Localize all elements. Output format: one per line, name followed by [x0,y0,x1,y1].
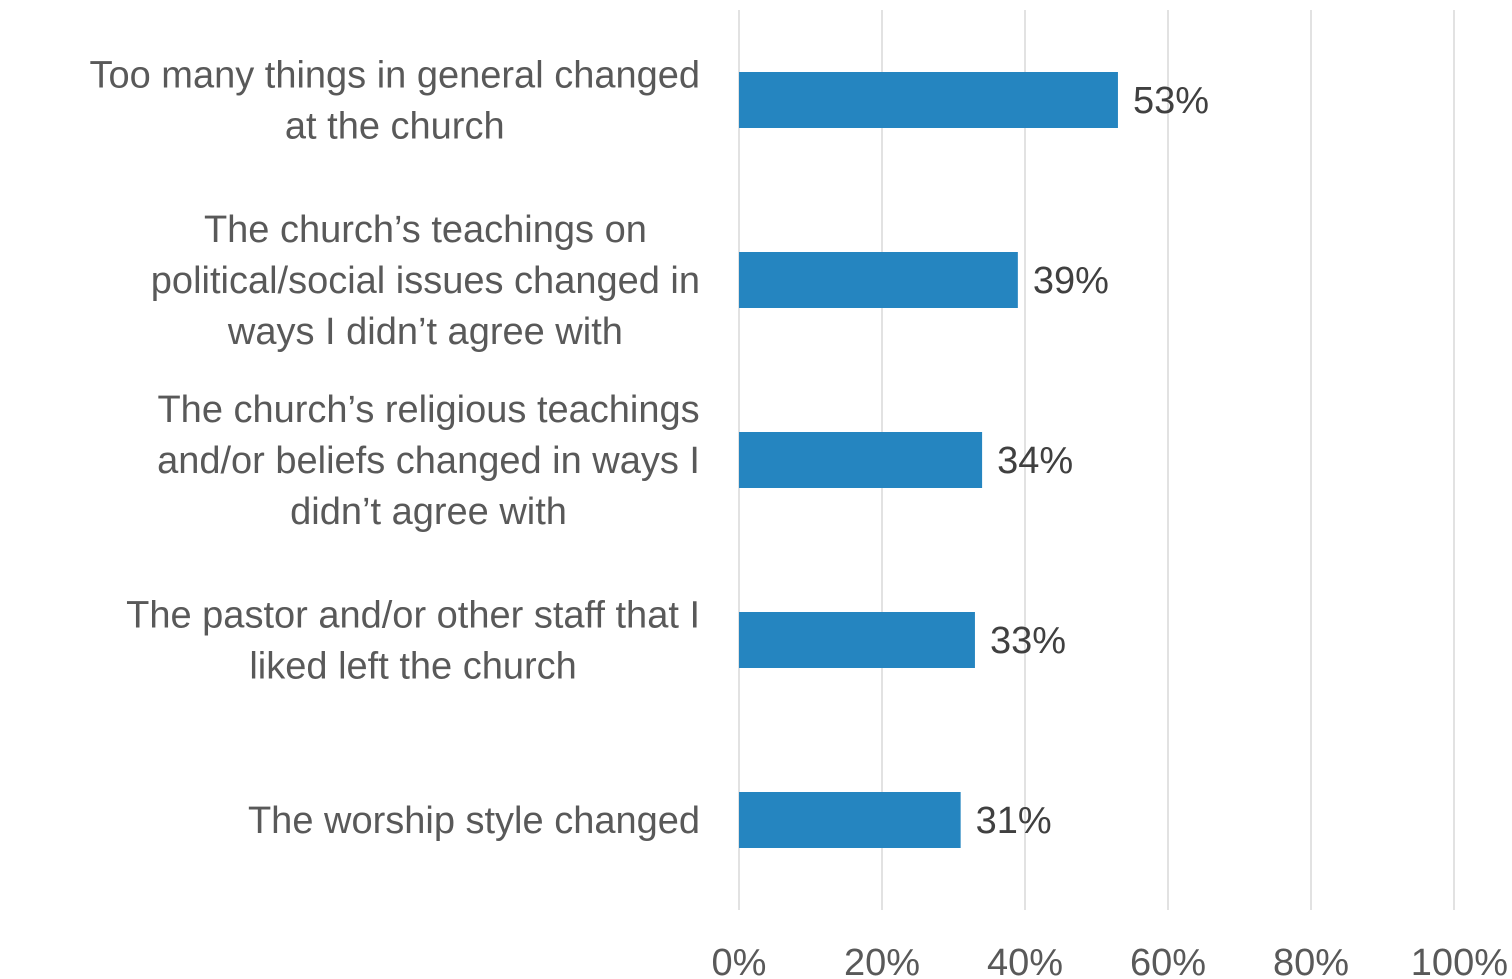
bar [739,432,983,488]
category-label-line: political/social issues changed in [151,260,700,302]
bar [739,612,975,668]
category-label-line: liked left the church [249,646,576,688]
x-tick-label: 80% [1273,942,1349,979]
data-label: 39% [1033,260,1109,302]
category-label-line: The pastor and/or other staff that I [126,595,700,637]
category-label-line: The church’s religious teachings [157,389,699,431]
x-axis-tick-labels: 0% 20% 40% 60% 80% 100% [712,942,1508,979]
x-tick-label: 60% [1130,942,1206,979]
category-label: Too many things in general changed at the… [89,55,700,148]
category-label: The worship style changed [248,800,700,842]
gridlines [738,10,1455,910]
x-tick-label: 0% [712,942,767,979]
category-label-line: at the church [285,106,505,148]
data-label: 53% [1133,80,1209,122]
value-labels: 53% 39% 34% 33% 31% [976,80,1209,842]
x-tick-label: 40% [987,942,1063,979]
bar [739,72,1118,128]
category-label: The church’s teachings on political/socia… [151,209,700,353]
data-label: 31% [976,800,1052,842]
category-labels: Too many things in general changed at the… [89,55,700,843]
category-label-line: and/or beliefs changed in ways I [157,440,700,482]
category-label-line: ways I didn’t agree with [227,311,623,353]
bars [739,72,1118,848]
data-label: 33% [990,620,1066,662]
category-label-line: Too many things in general changed [89,55,700,97]
category-label-line: The worship style changed [248,800,700,842]
x-tick-label: 20% [844,942,920,979]
data-label: 34% [997,440,1073,482]
category-label-line: didn’t agree with [290,491,567,533]
bar [739,792,961,848]
bar [739,252,1018,308]
x-tick-label: 100% [1411,942,1508,979]
category-label-line: The church’s teachings on [204,209,647,251]
category-label: The pastor and/or other staff that I like… [126,595,700,688]
category-label: The church’s religious teachings and/or b… [157,389,700,533]
